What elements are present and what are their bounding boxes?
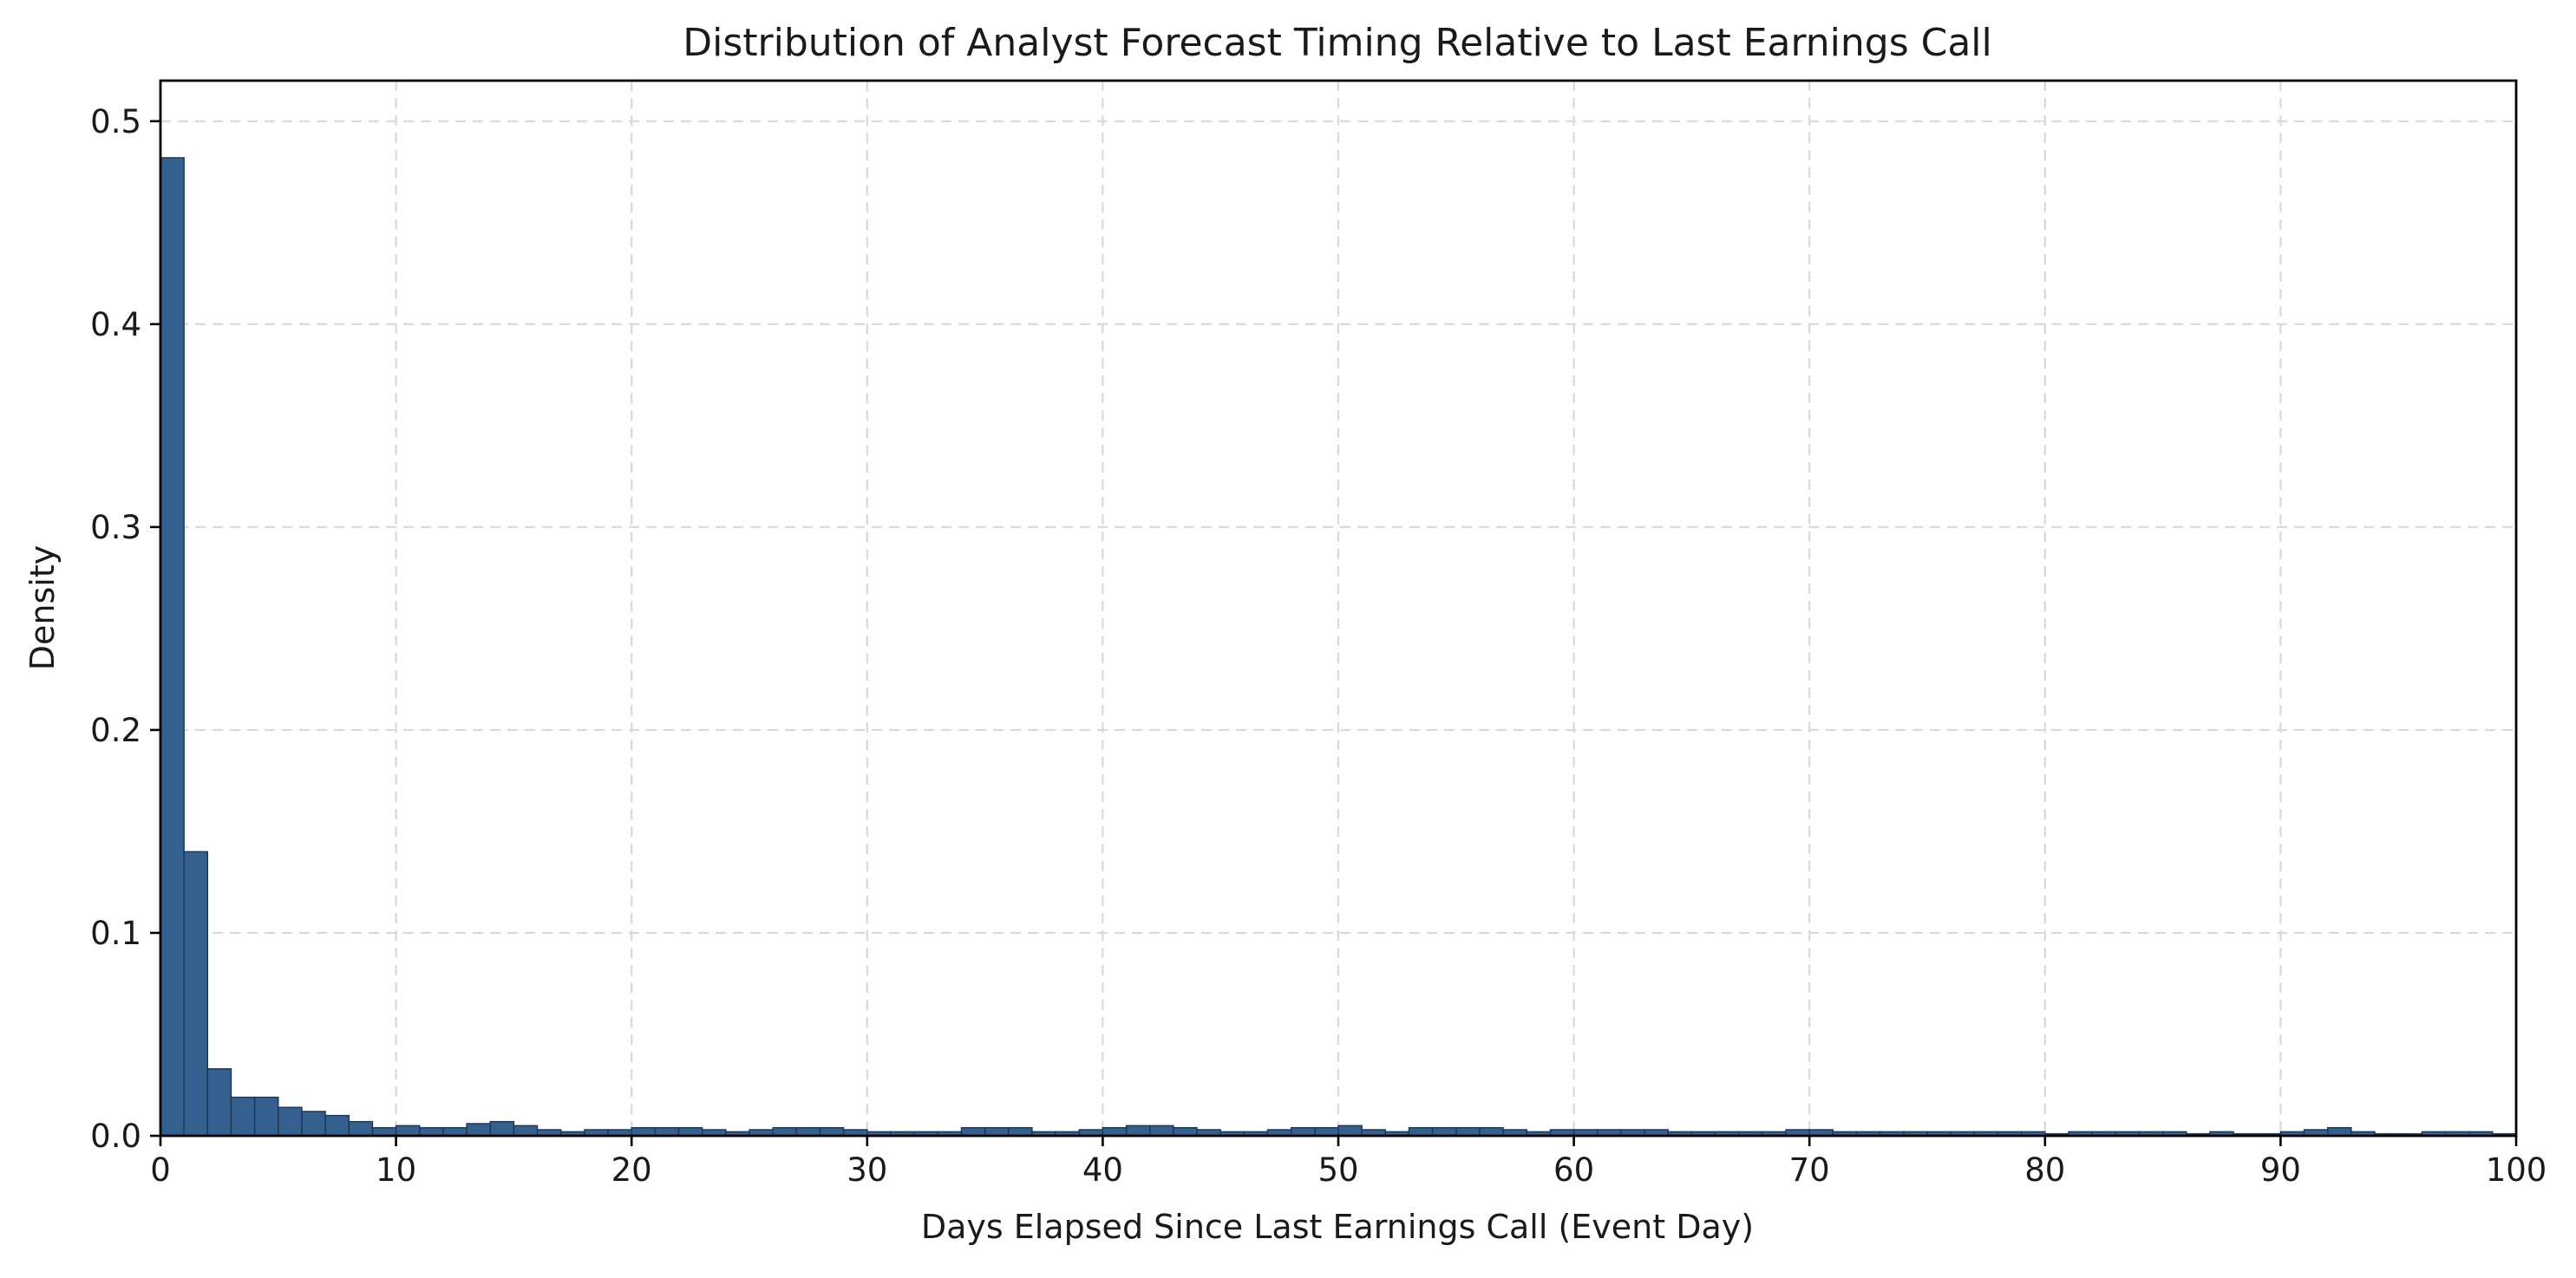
- x-tick-label: 40: [1082, 1151, 1123, 1189]
- histogram-bar: [513, 1125, 539, 1137]
- histogram-bar: [348, 1120, 374, 1137]
- histogram-bar: [984, 1126, 1010, 1137]
- histogram-bar: [1125, 1125, 1151, 1137]
- histogram-bar: [160, 157, 185, 1137]
- y-tick-label: 0.5: [90, 103, 141, 140]
- histogram-bar: [1102, 1126, 1128, 1137]
- histogram-bar: [1337, 1125, 1363, 1137]
- histogram-bar: [795, 1126, 821, 1137]
- x-tick-label: 80: [2024, 1151, 2065, 1189]
- histogram-bar: [230, 1096, 256, 1137]
- histogram-bar: [1455, 1126, 1481, 1137]
- histogram-bar: [395, 1125, 421, 1137]
- x-tick-label: 90: [2260, 1151, 2301, 1189]
- histogram-bar: [1479, 1126, 1504, 1137]
- histogram-bar: [631, 1126, 657, 1137]
- x-axis-label: Days Elapsed Since Last Earnings Call (E…: [921, 1208, 1754, 1246]
- x-tick-label: 70: [1789, 1151, 1830, 1189]
- grid-layer: [160, 81, 2516, 1136]
- x-tick-label: 100: [2486, 1151, 2547, 1189]
- histogram-bar: [489, 1120, 515, 1137]
- histogram-bar: [819, 1126, 845, 1137]
- x-tick-label: 20: [611, 1151, 652, 1189]
- histogram-bar: [1290, 1126, 1316, 1137]
- x-axis-ticks: 0 10 20 30 40 50 60 70 80 90 100: [150, 1136, 2547, 1189]
- histogram-bar: [206, 1068, 232, 1137]
- x-tick-label: 30: [847, 1151, 887, 1189]
- y-tick-label: 0.2: [90, 712, 141, 749]
- x-tick-label: 0: [150, 1151, 171, 1189]
- chart-title: Distribution of Analyst Forecast Timing …: [683, 21, 1992, 65]
- histogram-bar: [466, 1123, 491, 1137]
- histogram-bar: [442, 1126, 467, 1137]
- x-tick-label: 60: [1553, 1151, 1594, 1189]
- y-axis-label: Density: [23, 545, 62, 670]
- histogram-bar: [253, 1096, 279, 1137]
- histogram-bar: [183, 851, 209, 1137]
- histogram-bar: [278, 1106, 303, 1137]
- histogram-bar: [960, 1126, 986, 1137]
- histogram-bar: [1431, 1126, 1457, 1137]
- y-tick-label: 0.0: [90, 1118, 141, 1155]
- histogram-bar: [2327, 1126, 2352, 1137]
- histogram-bar: [772, 1126, 798, 1137]
- histogram-bar: [677, 1126, 703, 1137]
- histogram-bar: [1149, 1125, 1174, 1137]
- histogram-bar: [324, 1114, 350, 1137]
- x-tick-label: 10: [376, 1151, 416, 1189]
- histogram-bar: [419, 1126, 444, 1137]
- histogram-bar: [1314, 1126, 1339, 1137]
- y-tick-label: 0.3: [90, 509, 141, 546]
- bars-layer: [160, 157, 2517, 1137]
- y-tick-label: 0.4: [90, 306, 141, 343]
- histogram-bar: [1173, 1126, 1198, 1137]
- histogram-bar: [371, 1126, 397, 1137]
- histogram-bar: [1008, 1126, 1033, 1137]
- y-axis-ticks: 0.0 0.1 0.2 0.3 0.4 0.5: [90, 103, 160, 1155]
- y-tick-label: 0.1: [90, 915, 141, 952]
- x-tick-label: 50: [1317, 1151, 1358, 1189]
- histogram-bar: [301, 1111, 326, 1137]
- histogram-bar: [1408, 1126, 1434, 1137]
- histogram-bar: [654, 1126, 680, 1137]
